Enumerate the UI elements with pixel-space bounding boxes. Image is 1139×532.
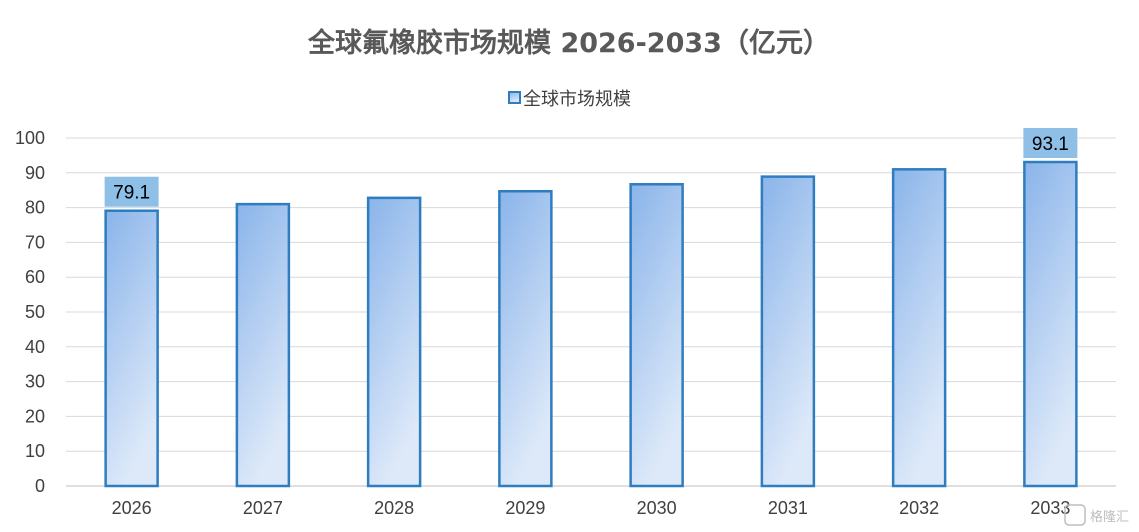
watermark: 格隆汇 bbox=[1064, 504, 1129, 526]
y-tick-label: 30 bbox=[25, 372, 45, 392]
bar-2030 bbox=[629, 183, 684, 488]
bar-2029 bbox=[498, 189, 553, 488]
y-tick-label: 70 bbox=[25, 232, 45, 252]
y-tick-label: 90 bbox=[25, 163, 45, 183]
x-tick-label: 2032 bbox=[899, 498, 939, 518]
x-tick-label: 2033 bbox=[1030, 498, 1070, 518]
y-tick-label: 0 bbox=[35, 476, 45, 496]
y-tick-label: 60 bbox=[25, 267, 45, 287]
data-labels: 79.1 93.1 bbox=[104, 128, 1078, 207]
bar-2027 bbox=[235, 202, 291, 488]
bar-2028 bbox=[366, 196, 422, 488]
gridlines bbox=[66, 137, 1116, 487]
y-axis-tick-labels: 0 10 20 30 40 50 60 70 80 90 100 bbox=[15, 128, 45, 496]
bar-2031 bbox=[760, 175, 816, 488]
data-label: 79.1 bbox=[113, 183, 150, 204]
x-tick-label: 2029 bbox=[505, 498, 545, 518]
bar-2026 bbox=[104, 209, 159, 488]
legend: 全球市场规模 bbox=[508, 89, 631, 110]
data-label: 93.1 bbox=[1032, 134, 1069, 155]
x-tick-label: 2027 bbox=[243, 498, 283, 518]
y-tick-label: 10 bbox=[25, 441, 45, 461]
data-label-box bbox=[1023, 128, 1078, 159]
gelonghui-logo-icon bbox=[1064, 504, 1086, 526]
bar-2032 bbox=[891, 168, 947, 488]
legend-swatch bbox=[508, 91, 521, 104]
y-tick-label: 20 bbox=[25, 406, 45, 426]
legend-label: 全球市场规模 bbox=[523, 89, 631, 110]
watermark-text: 格隆汇 bbox=[1090, 509, 1129, 525]
y-tick-label: 80 bbox=[25, 198, 45, 218]
x-tick-label: 2031 bbox=[768, 498, 808, 518]
y-tick-label: 40 bbox=[25, 337, 45, 357]
y-tick-label: 50 bbox=[25, 302, 45, 322]
bar-2033 bbox=[1023, 160, 1078, 488]
chart-title: 全球氟橡胶市场规模 2026-2033（亿元） bbox=[307, 27, 830, 59]
x-axis-tick-labels: 2026 2027 2028 2029 2030 2031 2032 2033 bbox=[112, 498, 1071, 518]
x-tick-label: 2028 bbox=[374, 498, 414, 518]
x-tick-label: 2026 bbox=[112, 498, 152, 518]
y-tick-label: 100 bbox=[15, 128, 45, 148]
data-label-box bbox=[104, 176, 159, 207]
bars bbox=[104, 160, 1078, 488]
x-tick-label: 2030 bbox=[637, 498, 677, 518]
